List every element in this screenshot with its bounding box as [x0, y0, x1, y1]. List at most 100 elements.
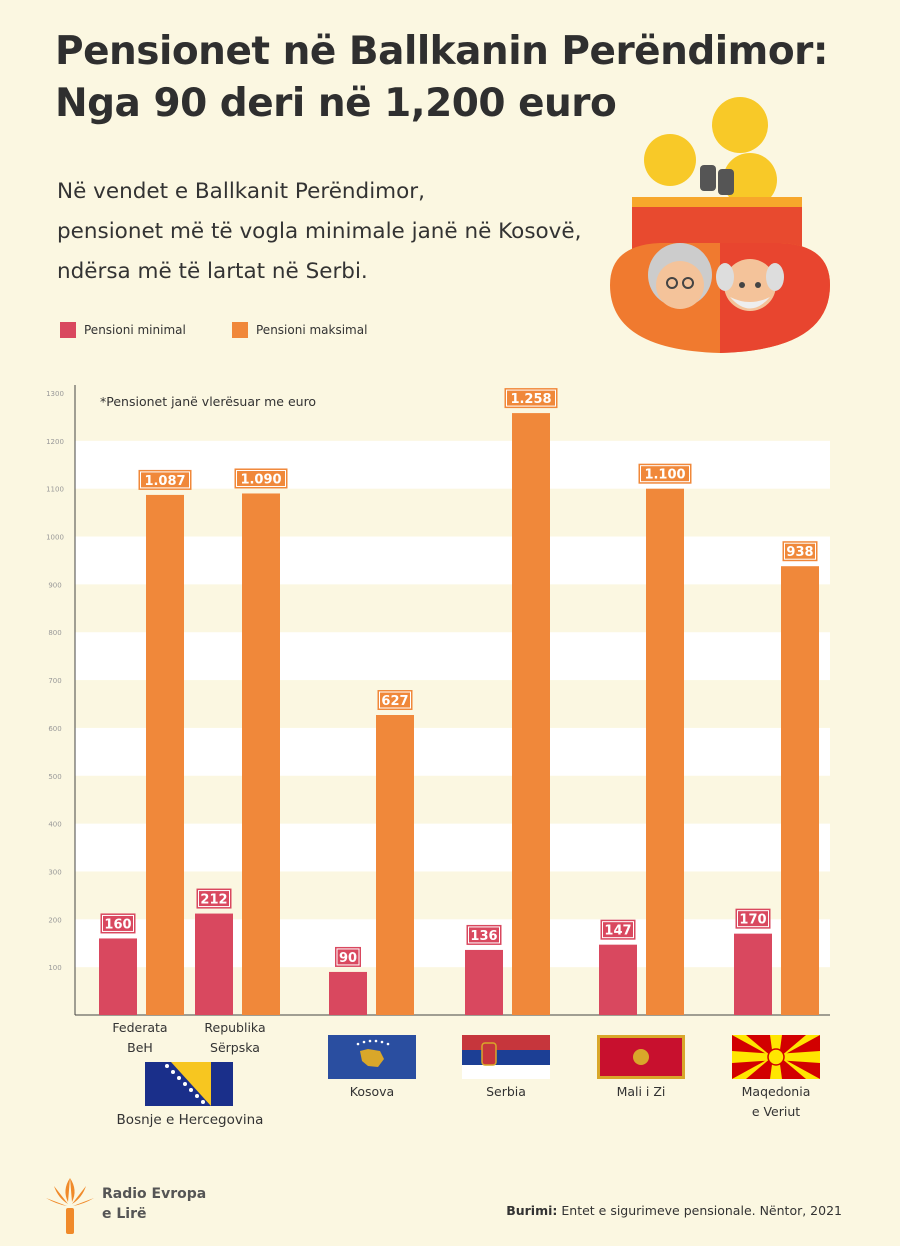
legend-swatch-max	[232, 322, 248, 338]
data-label-min: 136	[470, 929, 497, 944]
grandfather-icon	[724, 259, 776, 311]
logo-text: Radio Evropa e Lirë	[102, 1184, 242, 1224]
y-tick-label: 500	[48, 773, 61, 781]
y-tick-label: 1000	[46, 534, 64, 542]
bar-min	[734, 933, 772, 1015]
y-tick-label: 1300	[46, 390, 64, 398]
y-tick-label: 200	[48, 916, 61, 924]
data-label-max: 1.087	[144, 474, 185, 489]
bar-max	[781, 566, 819, 1015]
grid-band	[75, 536, 830, 585]
source-note: Burimi: Entet e sigurimeve pensionale. N…	[506, 1203, 842, 1218]
legend-label-max: Pensioni maksimal	[256, 323, 368, 337]
subtitle: Në vendet e Ballkanit Perëndimor, pensio…	[57, 172, 637, 292]
category-label-maqedonia-line-2: e Veriut	[751, 1104, 801, 1119]
logo-line-2: e Lirë	[102, 1206, 147, 1222]
y-tick-label: 100	[48, 964, 61, 972]
torch-icon	[46, 1178, 94, 1234]
grid-band	[75, 727, 830, 776]
bar-max	[512, 413, 550, 1015]
y-tick-label: 1100	[46, 486, 64, 494]
bar-max	[646, 488, 684, 1015]
data-label-max-border	[140, 471, 190, 489]
data-label-max-bg	[504, 388, 558, 409]
category-label-mali-i-zi: Mali i Zi	[616, 1084, 666, 1099]
data-label-max: 1.100	[644, 468, 685, 483]
data-label-min-border	[468, 926, 500, 944]
data-label-max: 938	[786, 545, 813, 560]
category-label-federata-line-1: Federata	[112, 1020, 168, 1035]
data-label-max-bg	[782, 541, 818, 562]
data-label-max-border	[506, 389, 556, 407]
wallet-clasp-icon	[700, 165, 716, 191]
y-tick-label: 900	[48, 581, 61, 589]
data-label-min-border	[336, 948, 360, 966]
source-label: Burimi:	[506, 1203, 558, 1218]
bar-min	[195, 913, 233, 1015]
data-label-min-border	[737, 910, 769, 928]
data-label-min-border	[602, 921, 634, 939]
kosovo-flag-icon	[328, 1035, 416, 1079]
data-label-min-border	[198, 890, 230, 908]
category-label-federata: Federata BeH	[100, 1018, 180, 1058]
data-label-min-bg	[335, 946, 361, 967]
grid-band	[75, 919, 830, 968]
grid-band	[75, 632, 830, 681]
bar-max	[242, 493, 280, 1015]
bosnia-flag-icon	[145, 1062, 233, 1106]
data-label-min: 147	[604, 924, 631, 939]
legend-swatch-min	[60, 322, 76, 338]
y-tick-label: 1200	[46, 438, 64, 446]
data-label-max-bg	[138, 469, 192, 490]
data-label-min: 212	[200, 893, 227, 908]
page-title: Pensionet në Ballkanin Perëndimor: Nga 9…	[55, 26, 855, 130]
grid-band	[75, 440, 830, 489]
pension-couple-illustration	[610, 97, 830, 353]
bar-min	[599, 944, 637, 1015]
y-tick-label: 700	[48, 677, 61, 685]
legend-label-min: Pensioni minimal	[84, 323, 186, 337]
data-label-min: 160	[104, 917, 131, 932]
category-label-kosova: Kosova	[349, 1084, 395, 1099]
rfe-logo: Radio Evropa e Lirë	[40, 1168, 240, 1238]
bar-min	[329, 971, 367, 1015]
montenegro-flag-icon	[597, 1035, 685, 1079]
data-label-min-bg	[735, 908, 771, 929]
bar-min	[99, 938, 137, 1015]
data-label-max-border	[379, 691, 411, 709]
grid-band	[75, 823, 830, 872]
subtitle-line-2: pensionet më të vogla minimale janë në K…	[57, 219, 582, 244]
title-line-2: Nga 90 deri në 1,200 euro	[55, 81, 617, 126]
y-tick-label: 300	[48, 868, 61, 876]
data-label-max-bg	[377, 690, 413, 711]
data-label-min-bg	[196, 888, 232, 909]
category-label-maqedonia-line-1: Maqedonia	[741, 1084, 811, 1099]
group-label-bosnia: Bosnje e Hercegovina	[116, 1112, 264, 1128]
bar-min	[465, 949, 503, 1015]
data-label-max-border	[784, 542, 816, 560]
coin-icon	[712, 97, 768, 153]
category-label-republika: Republika Sërpska	[195, 1018, 275, 1058]
subtitle-line-1: Në vendet e Ballkanit Perëndimor,	[57, 179, 425, 204]
coin-icon	[644, 134, 696, 186]
category-label-republika-line-2: Sërpska	[210, 1040, 260, 1055]
bar-max	[376, 715, 414, 1015]
serbia-flag-icon	[462, 1035, 550, 1079]
y-tick-label: 600	[48, 725, 61, 733]
logo-line-1: Radio Evropa	[102, 1186, 207, 1202]
north-macedonia-flag-icon	[732, 1035, 820, 1079]
data-label-max: 627	[381, 694, 408, 709]
data-label-max-bg	[638, 463, 692, 484]
data-label-min-bg	[466, 924, 502, 945]
pension-bar-chart: 100 200 300 400 500 600 700 800 900 1000 1100 1200 1…	[46, 385, 830, 1016]
category-label-serbia: Serbia	[486, 1084, 526, 1099]
data-label-min-border	[102, 914, 134, 932]
chart-note: *Pensionet janë vlerësuar me euro	[100, 394, 316, 409]
wallet-clasp-icon	[718, 169, 734, 195]
data-label-max-border	[236, 469, 286, 487]
category-label-maqedonia: Maqedonia e Veriut	[716, 1082, 836, 1122]
data-label-min: 170	[739, 913, 766, 928]
bar-max	[146, 494, 184, 1015]
data-label-max: 1.090	[240, 472, 281, 487]
source-text: Entet e sigurimeve pensionale. Nëntor, 2…	[561, 1203, 842, 1218]
